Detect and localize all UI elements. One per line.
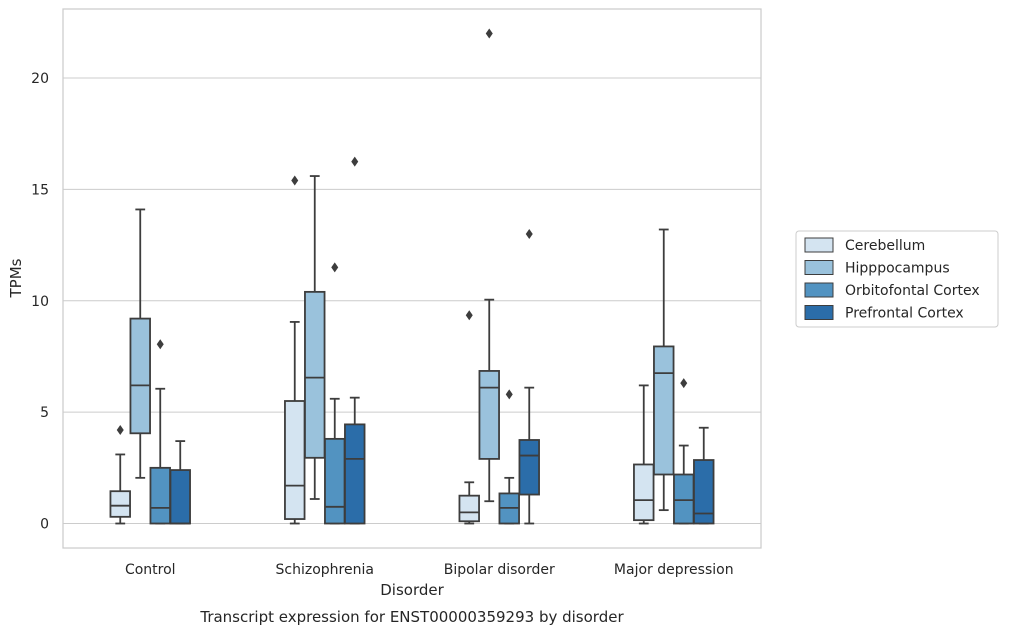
box-iqr (633, 463, 655, 522)
x-tick-label: Bipolar disorder (444, 562, 555, 578)
box-group (633, 384, 655, 525)
box-iqr (149, 466, 171, 525)
outlier-point (465, 310, 473, 321)
box-group (284, 175, 306, 525)
outlier-point (116, 424, 124, 435)
box-group (693, 426, 715, 525)
outlier-point (525, 228, 533, 239)
legend-label: Hipppocampus (845, 261, 950, 277)
boxes-layer (109, 28, 715, 525)
outlier-point (680, 378, 688, 389)
axes-frame (62, 8, 762, 549)
box-group (653, 228, 675, 512)
box-group (458, 310, 480, 525)
legend-label: Orbitofontal Cortex (845, 283, 980, 299)
legend-frame (795, 230, 999, 328)
box-iqr (324, 437, 346, 525)
outlier-point (485, 28, 493, 39)
box-group (498, 389, 520, 525)
box-iqr (673, 473, 695, 525)
x-axis-label: Disorder (380, 581, 444, 599)
box-group (129, 208, 151, 479)
box-iqr (693, 459, 715, 525)
box-iqr (344, 423, 366, 525)
box-iqr (169, 469, 191, 525)
box-iqr (458, 494, 480, 523)
box-iqr (109, 490, 131, 518)
chart-caption: Transcript expression for ENST0000035929… (199, 608, 624, 626)
box-group (673, 378, 695, 525)
outlier-point (331, 262, 339, 273)
plot-frame (62, 8, 762, 549)
box-iqr (478, 370, 500, 460)
x-tick-labels: Control Schizophrenia Bipolar disorder Majo… (125, 562, 734, 578)
outlier-point (156, 339, 164, 350)
box-iqr (284, 400, 306, 520)
box-group (518, 228, 540, 525)
y-axis-label: TPMs (7, 258, 25, 298)
outlier-point (291, 175, 299, 186)
box-group (149, 339, 171, 525)
x-tick-label: Schizophrenia (276, 562, 374, 578)
box-iqr (129, 317, 151, 435)
legend-label: Prefrontal Cortex (845, 306, 964, 322)
x-tick-label: Control (125, 562, 176, 578)
outlier-point (505, 389, 513, 400)
box-group (109, 424, 131, 525)
box-group (344, 156, 366, 525)
legend-swatch (804, 282, 834, 298)
box-iqr (653, 345, 675, 476)
box-iqr (304, 290, 326, 459)
legend-items: Cerebellum Hipppocampus Orbitofontal Corte… (804, 237, 980, 322)
box-group (478, 28, 500, 503)
legend-swatch (804, 260, 834, 275)
legend: Cerebellum Hipppocampus Orbitofontal Corte… (795, 230, 999, 328)
legend-swatch (804, 237, 834, 253)
y-tick-labels: 0 5 10 15 20 (31, 71, 49, 532)
box-iqr (518, 439, 540, 496)
y-tick-label: 5 (40, 405, 49, 421)
x-tick-label: Major depression (614, 562, 734, 578)
box-group (169, 440, 191, 525)
y-tick-label: 10 (31, 294, 49, 310)
y-tick-label: 20 (31, 71, 49, 87)
y-tick-label: 15 (31, 182, 49, 198)
legend-swatch (804, 305, 834, 320)
outlier-point (351, 156, 359, 167)
box-group (304, 175, 326, 500)
legend-label: Cerebellum (845, 238, 925, 254)
y-tick-label: 0 (40, 517, 49, 533)
box-group (324, 262, 346, 525)
